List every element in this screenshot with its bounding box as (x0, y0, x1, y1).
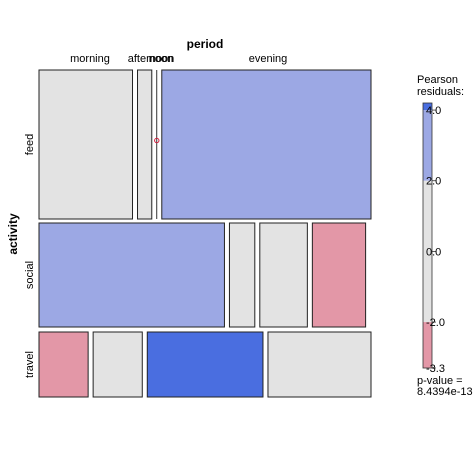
p-value-label: p-value = (417, 375, 463, 387)
period-label-morning: morning (70, 53, 110, 65)
tile-feed-morning (38, 69, 134, 220)
mosaic-tiles (38, 69, 372, 398)
residual-legend: Pearson residuals: 4.0 2.0 0.0 -2.0 -3.3 p-v… (417, 74, 473, 398)
legend-segment-positive (423, 110, 432, 181)
tile-feed-noon (137, 69, 153, 220)
tile-social-noon (228, 222, 256, 328)
legend-tick-label: 0.0 (426, 246, 441, 258)
tile-travel-afternoon (146, 331, 264, 398)
tile-social-evening (311, 222, 367, 328)
tile-feed-afternoon-zero-marker (154, 137, 160, 144)
legend-segment-neutral (423, 180, 432, 323)
legend-title-line2: residuals: (417, 86, 464, 98)
legend-color-bar (422, 102, 433, 369)
legend-tick-label: -2.0 (426, 317, 445, 329)
tile-feed-evening (161, 69, 372, 220)
legend-bar-frame (422, 102, 433, 369)
tile-social-morning (38, 222, 225, 328)
period-label-evening: evening (249, 53, 288, 65)
legend-tick-label: 2.0 (426, 176, 441, 188)
legend-title-line1: Pearson (417, 74, 458, 86)
legend-tick-label: -3.3 (426, 363, 445, 375)
legend-segment-negative (423, 322, 432, 368)
activity-label-feed: feed (24, 134, 36, 155)
activity-labels: feed social travel (24, 134, 36, 378)
tile-travel-noon (92, 331, 143, 398)
legend-ticks: 4.0 2.0 0.0 -2.0 -3.3 (426, 105, 445, 375)
legend-segment-strong-positive (423, 103, 432, 111)
activity-label-travel: travel (24, 351, 36, 378)
activity-label-social: social (24, 261, 36, 289)
tile-travel-morning (38, 331, 89, 398)
legend-tick-label: 4.0 (426, 105, 441, 117)
p-value: 8.4394e-13 (417, 386, 473, 398)
period-label-noon: noon (149, 53, 173, 65)
period-axis-title: period (187, 37, 224, 51)
tile-travel-evening (267, 331, 372, 398)
activity-axis-title: activity (6, 213, 20, 255)
tile-social-afternoon (259, 222, 308, 328)
period-label-afternoon: afternoon (128, 53, 174, 65)
